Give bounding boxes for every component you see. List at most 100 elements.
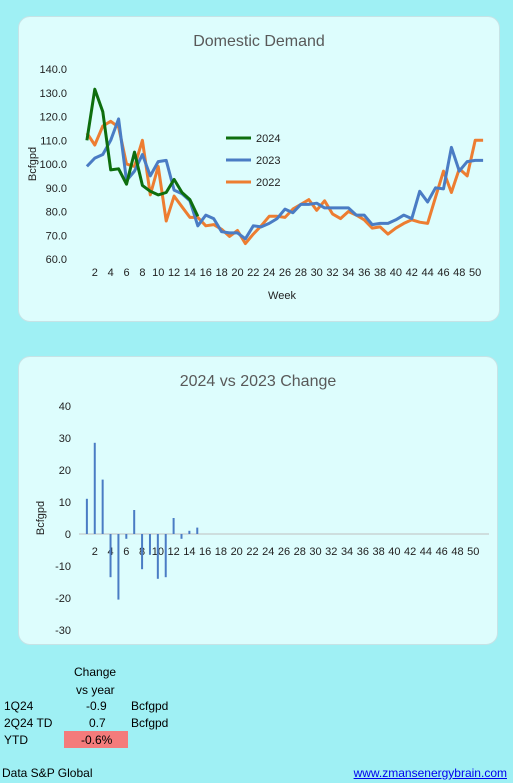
change-chart-panel: 2024 vs 2023 Change403020100-10-20-30246… [18, 356, 498, 645]
x-tick-label: 2 [92, 546, 98, 558]
y-tick-label: 80.0 [46, 207, 67, 219]
x-tick-label: 48 [451, 546, 463, 558]
y-tick-label: 20 [59, 465, 71, 477]
y-tick-label: -30 [55, 625, 71, 637]
bar [164, 534, 167, 578]
x-axis-label: Week [268, 290, 296, 302]
summary-row-label: YTD [4, 733, 28, 747]
x-tick-label: 18 [215, 267, 227, 279]
y-tick-label: 40 [59, 401, 71, 413]
x-tick-label: 42 [404, 546, 416, 558]
x-tick-label: 46 [436, 546, 448, 558]
x-tick-label: 16 [200, 267, 212, 279]
chart-title: 2024 vs 2023 Change [180, 373, 337, 390]
x-tick-label: 50 [469, 267, 481, 279]
summary-header-change: Change [74, 665, 117, 679]
y-tick-label: 10 [59, 497, 71, 509]
x-tick-label: 42 [406, 267, 418, 279]
y-tick-label: 60.0 [46, 254, 67, 266]
chart-title: Domestic Demand [193, 33, 325, 50]
x-tick-label: 24 [263, 267, 275, 279]
y-tick-label: 90.0 [46, 183, 67, 195]
x-tick-label: 50 [467, 546, 479, 558]
x-tick-label: 18 [215, 546, 227, 558]
change-chart: 2024 vs 2023 Change403020100-10-20-30246… [35, 373, 489, 637]
website-link[interactable]: www.zmansenergybrain.com [353, 766, 507, 780]
y-tick-label: -20 [55, 593, 71, 605]
bar [196, 527, 199, 534]
x-tick-label: 4 [108, 267, 114, 279]
data-source: Data S&P Global [2, 766, 93, 780]
legend-label-2022: 2022 [256, 177, 280, 189]
summary-row-unit: Bcfgpd [131, 699, 169, 713]
x-tick-label: 32 [325, 546, 337, 558]
ytd-highlight [64, 731, 128, 748]
bar [85, 498, 88, 534]
x-tick-label: 34 [342, 267, 354, 279]
bar [133, 510, 136, 534]
x-tick-label: 20 [231, 267, 243, 279]
summary-row-value: -0.6% [81, 733, 113, 747]
x-tick-label: 28 [295, 267, 307, 279]
x-tick-label: 30 [309, 546, 321, 558]
bar [180, 534, 183, 539]
bar [148, 534, 151, 555]
bar [93, 442, 96, 534]
legend-label-2024: 2024 [256, 133, 280, 145]
x-tick-label: 6 [123, 267, 129, 279]
x-tick-label: 12 [167, 546, 179, 558]
summary-row-value: -0.9 [86, 699, 107, 713]
domestic-demand-chart: Domestic Demand 140.0 130.0 120.0 110.0 100.0… [27, 33, 484, 302]
summary-row-label: 2Q24 TD [4, 716, 53, 730]
y-tick-label: 110.0 [40, 135, 67, 147]
y-axis-label: Bcfgpd [27, 147, 39, 181]
y-tick-label: 30 [59, 433, 71, 445]
x-tick-label: 30 [311, 267, 323, 279]
x-tick-label: 22 [247, 267, 259, 279]
y-tick-label: 0 [65, 529, 71, 541]
x-tick-label: 24 [262, 546, 274, 558]
x-tick-label: 44 [421, 267, 433, 279]
x-tick-label: 22 [246, 546, 258, 558]
x-tick-label: 36 [357, 546, 369, 558]
y-axis-label: Bcfgpd [35, 501, 47, 535]
x-tick-label: 16 [199, 546, 211, 558]
legend-label-2023: 2023 [256, 155, 280, 167]
bar [141, 534, 144, 570]
bar [188, 530, 191, 534]
x-tick-label: 26 [279, 267, 291, 279]
x-tick-label: 8 [139, 267, 145, 279]
y-tick-label: 120.0 [39, 112, 67, 124]
series-line-2024 [85, 87, 200, 217]
x-tick-label: 28 [294, 546, 306, 558]
x-tick-label: 10 [152, 267, 164, 279]
x-tick-label: 40 [390, 267, 402, 279]
x-tick-label: 26 [278, 546, 290, 558]
series-line-2022 [85, 119, 484, 246]
y-tick-label: 100.0 [39, 159, 67, 171]
bar [156, 534, 159, 579]
x-tick-label: 2 [92, 267, 98, 279]
domestic-demand-chart-panel: Domestic Demand 140.0 130.0 120.0 110.0 100.0… [18, 16, 500, 322]
summary-row-unit: Bcfgpd [131, 716, 169, 730]
x-tick-label: 40 [388, 546, 400, 558]
x-tick-label: 14 [183, 546, 195, 558]
x-tick-label: 14 [184, 267, 196, 279]
x-tick-label: 48 [453, 267, 465, 279]
x-tick-label: 32 [326, 267, 338, 279]
summary-header-vs-year: vs year [76, 683, 115, 697]
x-tick-label: 46 [437, 267, 449, 279]
x-tick-label: 38 [374, 267, 386, 279]
bar [125, 534, 128, 539]
series-line-2023 [85, 117, 484, 241]
y-tick-label: 140.0 [39, 64, 67, 76]
summary-row-value: 0.7 [89, 716, 106, 730]
y-tick-label: 130.0 [39, 88, 67, 100]
x-tick-label: 34 [341, 546, 353, 558]
x-tick-label: 44 [420, 546, 432, 558]
x-tick-label: 6 [123, 546, 129, 558]
x-tick-label: 38 [372, 546, 384, 558]
bar [109, 534, 112, 578]
bar [172, 518, 175, 534]
summary-row-label: 1Q24 [4, 699, 34, 713]
